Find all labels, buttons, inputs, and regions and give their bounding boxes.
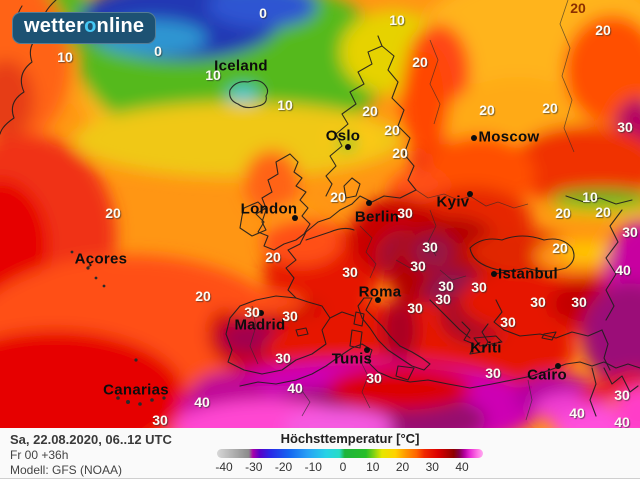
temperature-legend: Höchsttemperatur [°C] -40 -30 -20 -10 0 10 20 3… [215,431,483,476]
forecast-meta: Sa, 22.08.2020, 06..12 UTC Fr 00 +36h Mo… [10,432,172,478]
border-lines [249,0,575,421]
legend-tick: 40 [455,460,469,474]
logo-text-o-accent: o [84,15,97,37]
legend-tick: -30 [245,460,263,474]
legend-tick: 0 [339,460,347,474]
map-footer-bar: Sa, 22.08.2020, 06..12 UTC Fr 00 +36h Mo… [0,428,640,478]
legend-title: Höchsttemperatur [°C] [280,431,420,446]
legend-colorbar [217,449,483,458]
legend-tick: -20 [274,460,293,474]
model-name-label: Modell: GFS (NOAA) [10,463,123,477]
wetteronline-logo[interactable]: wetteronline [12,12,157,44]
weather-map: Iceland Oslo Moscow London Berlin Kyiv Istanbu… [0,0,640,428]
model-run-label: Fr 00 +36h [10,448,69,462]
logo-text-wetter: wetter [24,15,85,37]
legend-tick-row: -40 -30 -20 -10 0 10 20 30 40 [215,460,483,476]
legend-tick: 30 [425,460,439,474]
legend-tick: -40 [215,460,233,474]
valid-time-label: Sa, 22.08.2020, 06..12 UTC [10,432,172,447]
temperature-map-svg [0,0,640,428]
logo-text-nline: nline [96,15,145,37]
coastlines [0,0,640,417]
legend-tick: 10 [366,460,380,474]
legend-tick: -10 [304,460,322,474]
legend-tick: 20 [395,460,410,474]
island-specks [70,250,166,406]
